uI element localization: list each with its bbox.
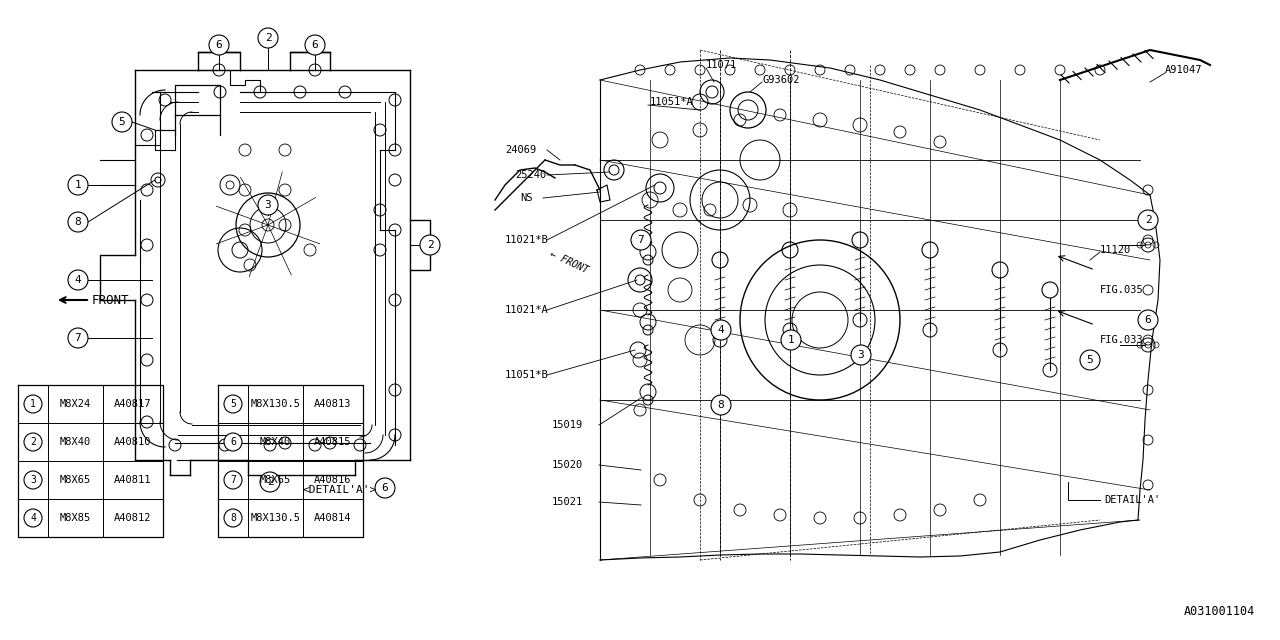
- Text: A91047: A91047: [1165, 65, 1202, 75]
- Circle shape: [260, 472, 280, 492]
- Text: 2: 2: [29, 437, 36, 447]
- Circle shape: [375, 478, 396, 498]
- Text: 4: 4: [74, 275, 82, 285]
- Text: 11021*B: 11021*B: [506, 235, 549, 245]
- Circle shape: [209, 35, 229, 55]
- Text: A40816: A40816: [315, 475, 352, 485]
- Text: 2: 2: [426, 240, 434, 250]
- Text: 7: 7: [637, 235, 644, 245]
- Text: 6: 6: [311, 40, 319, 50]
- Text: 6: 6: [215, 40, 223, 50]
- Text: 6: 6: [1144, 315, 1152, 325]
- Text: M8X65: M8X65: [60, 475, 91, 485]
- Text: A40812: A40812: [114, 513, 152, 523]
- Text: M8X24: M8X24: [60, 399, 91, 409]
- Text: <DETAIL'A'>: <DETAIL'A'>: [303, 485, 378, 495]
- Text: 2: 2: [266, 477, 274, 487]
- Circle shape: [259, 195, 278, 215]
- Text: 1: 1: [74, 180, 82, 190]
- Text: 1: 1: [29, 399, 36, 409]
- Text: G93602: G93602: [762, 75, 800, 85]
- Text: 6: 6: [381, 483, 388, 493]
- Text: A40817: A40817: [114, 399, 152, 409]
- Text: DETAIL'A': DETAIL'A': [1103, 495, 1160, 505]
- Text: NS: NS: [520, 193, 532, 203]
- Circle shape: [781, 330, 801, 350]
- Text: 24069: 24069: [506, 145, 536, 155]
- Circle shape: [1138, 310, 1158, 330]
- Circle shape: [24, 509, 42, 527]
- Text: 4: 4: [718, 325, 724, 335]
- Text: 5: 5: [1087, 355, 1093, 365]
- Text: M8X40: M8X40: [60, 437, 91, 447]
- Circle shape: [224, 433, 242, 451]
- Circle shape: [420, 235, 440, 255]
- Circle shape: [24, 395, 42, 413]
- Text: A40811: A40811: [114, 475, 152, 485]
- Text: FIG.033: FIG.033: [1100, 335, 1144, 345]
- Circle shape: [710, 395, 731, 415]
- Text: 3: 3: [29, 475, 36, 485]
- Circle shape: [24, 471, 42, 489]
- Text: 11051*B: 11051*B: [506, 370, 549, 380]
- Text: ← FRONT: ← FRONT: [548, 249, 590, 275]
- Text: 5: 5: [119, 117, 125, 127]
- Text: 4: 4: [29, 513, 36, 523]
- Circle shape: [68, 175, 88, 195]
- Text: 8: 8: [718, 400, 724, 410]
- Text: A40810: A40810: [114, 437, 152, 447]
- Circle shape: [851, 345, 870, 365]
- Text: 15020: 15020: [552, 460, 584, 470]
- Circle shape: [631, 230, 652, 250]
- Text: 11120: 11120: [1100, 245, 1132, 255]
- Text: 3: 3: [265, 200, 271, 210]
- Text: 11021*A: 11021*A: [506, 305, 549, 315]
- Circle shape: [224, 509, 242, 527]
- Text: 25240: 25240: [515, 170, 547, 180]
- Circle shape: [305, 35, 325, 55]
- Text: A40815: A40815: [315, 437, 352, 447]
- Text: M8X85: M8X85: [60, 513, 91, 523]
- Circle shape: [113, 112, 132, 132]
- Text: 2: 2: [1144, 215, 1152, 225]
- Text: 5: 5: [230, 399, 236, 409]
- Circle shape: [224, 471, 242, 489]
- Text: M8X130.5: M8X130.5: [251, 399, 301, 409]
- Text: M8X65: M8X65: [260, 475, 291, 485]
- Circle shape: [24, 433, 42, 451]
- Text: 11051*A: 11051*A: [650, 97, 694, 107]
- Circle shape: [259, 28, 278, 48]
- Text: 3: 3: [858, 350, 864, 360]
- Text: M8X40: M8X40: [260, 437, 291, 447]
- Circle shape: [1080, 350, 1100, 370]
- Text: 1: 1: [787, 335, 795, 345]
- Text: 7: 7: [230, 475, 236, 485]
- Text: 7: 7: [74, 333, 82, 343]
- Text: 15019: 15019: [552, 420, 584, 430]
- Circle shape: [68, 212, 88, 232]
- Text: FRONT: FRONT: [92, 294, 129, 307]
- Text: M8X130.5: M8X130.5: [251, 513, 301, 523]
- Text: 8: 8: [230, 513, 236, 523]
- Circle shape: [68, 328, 88, 348]
- Text: 11071: 11071: [707, 60, 737, 70]
- Circle shape: [1138, 210, 1158, 230]
- Circle shape: [68, 270, 88, 290]
- Text: 8: 8: [74, 217, 82, 227]
- Circle shape: [224, 395, 242, 413]
- Text: 2: 2: [265, 33, 271, 43]
- Text: A40814: A40814: [315, 513, 352, 523]
- Text: FIG.035: FIG.035: [1100, 285, 1144, 295]
- Text: A031001104: A031001104: [1184, 605, 1254, 618]
- Text: A40813: A40813: [315, 399, 352, 409]
- Text: 6: 6: [230, 437, 236, 447]
- Circle shape: [710, 320, 731, 340]
- Text: 15021: 15021: [552, 497, 584, 507]
